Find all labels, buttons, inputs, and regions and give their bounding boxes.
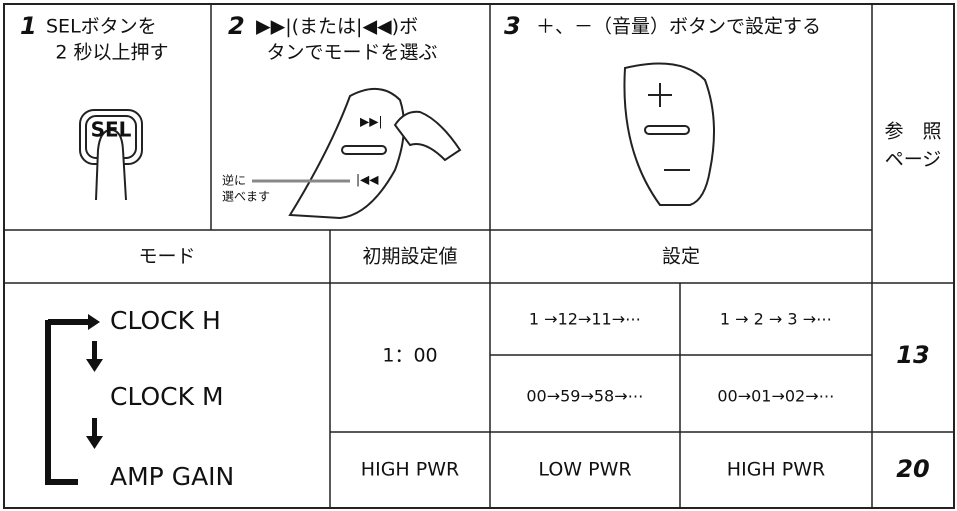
remote-illustration: ▶▶| |◀◀ [252,88,462,220]
default-value: 1：00 [382,345,437,367]
setting: 00→59→58→⋯ [526,387,643,406]
default-value: HIGH PWR [361,459,459,481]
note-text: 逆に [222,173,246,188]
step-text: タンでモードを選ぶ [266,42,437,64]
page-ref: 20 [896,455,929,483]
sel-button-illustration [79,109,143,201]
button-label: SEL [91,118,132,142]
setting: 00→01→02→⋯ [717,387,834,406]
icon: ▶▶| [360,115,383,129]
step-text: ▶▶|(または|◀◀)ボ [256,16,418,38]
note-text: 選べます [222,190,270,204]
step-text: ＋、－（音量）ボタンで設定する [536,16,821,38]
setting: LOW PWR [538,459,631,481]
page-ref: 13 [896,341,929,369]
setting: 1 → 2 → 3 →⋯ [720,310,832,329]
grid [4,4,955,508]
step-text: SELボタンを [46,16,157,38]
icon: |◀◀ [356,173,379,187]
volume-illustration [623,62,715,206]
mode-cycle-arrows [45,314,103,485]
step-number: 2 [228,12,245,40]
reference-header: ページ [885,149,942,171]
step-text: 2 秒以上押す [55,42,168,64]
setting: 1 →12→11→⋯ [529,310,641,329]
mode-name: CLOCK M [110,382,224,411]
column-header: 設定 [662,246,700,268]
column-header: モード [138,246,195,268]
column-header: 初期設定値 [362,246,457,268]
mode-name: AMP GAIN [110,462,234,491]
reference-header: 参 照 [884,121,941,143]
table-border [3,3,955,509]
setting: HIGH PWR [727,459,825,481]
mode-name: CLOCK H [110,306,221,335]
step-number: 3 [504,12,521,40]
step-number: 1 [20,12,37,40]
